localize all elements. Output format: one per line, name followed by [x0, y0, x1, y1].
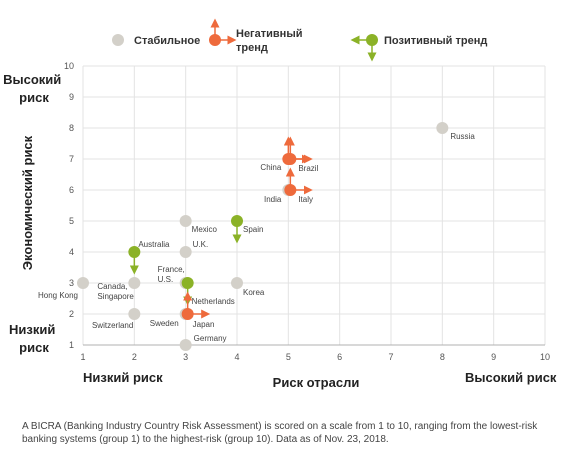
label-sweden: Sweden: [150, 319, 179, 328]
label-germany: Germany: [194, 334, 227, 343]
point-netherlands: [181, 277, 194, 289]
point-canada-singapore: [128, 277, 141, 289]
x-tick-label: 7: [388, 352, 393, 362]
chart-grid: [82, 65, 546, 346]
label-hong-kong: Hong Kong: [38, 291, 78, 300]
label-australia: Australia: [138, 240, 170, 249]
data-labels: Russia India Mexico U.K. Hong Kong Canada, Sin…: [38, 132, 475, 343]
data-points: [77, 122, 449, 351]
point-u-k: [179, 246, 192, 258]
x-tick-label: 3: [183, 352, 188, 362]
legend-positive-swatch: [350, 34, 378, 62]
footnote: A BICRA (Banking Industry Country Risk A…: [22, 421, 538, 445]
y-tick-label: 8: [69, 123, 74, 133]
label-russia: Russia: [450, 132, 475, 141]
x-axis-title: Риск отрасли: [273, 375, 360, 390]
x-tick-label: 10: [540, 352, 550, 362]
label-korea: Korea: [243, 288, 265, 297]
x-tick-label: 6: [337, 352, 342, 362]
label-china: China: [260, 163, 281, 172]
point-mexico: [179, 215, 192, 227]
bicra-scatter-chart: Стабильное Негативный тренд Позитивный т…: [3, 18, 557, 390]
y-tick-label: 10: [64, 61, 74, 71]
legend-negative-swatch: [209, 18, 237, 46]
point-russia: [436, 122, 449, 134]
point-spain: [231, 215, 243, 227]
x-tick-label: 2: [132, 352, 137, 362]
point-hong-kong: [77, 277, 89, 289]
x-tick-label: 9: [491, 352, 496, 362]
y-tick-label: 1: [69, 340, 74, 350]
x-low-label: Низкий риск: [83, 370, 163, 385]
x-tick-label: 1: [80, 352, 85, 362]
point-brazil: [284, 153, 297, 165]
point-switzerland: [128, 308, 141, 320]
point-korea: [231, 277, 243, 289]
y-tick-label: 6: [69, 185, 74, 195]
y-high-label: Высокий риск: [3, 72, 65, 105]
label-spain: Spain: [243, 225, 263, 234]
y-tick-label: 5: [69, 216, 74, 226]
y-tick-label: 4: [69, 247, 74, 257]
x-high-label: Высокий риск: [465, 370, 557, 385]
y-low-label: Низкий риск: [9, 322, 59, 355]
label-japan: Japan: [193, 320, 215, 329]
legend: Стабильное Негативный тренд Позитивный т…: [112, 18, 487, 62]
label-india: India: [264, 195, 282, 204]
point-australia: [128, 246, 141, 258]
x-tick-label: 5: [286, 352, 291, 362]
label-brazil: Brazil: [298, 164, 318, 173]
y-tick-label: 9: [69, 92, 74, 102]
legend-stable-swatch: [112, 34, 124, 46]
y-axis-title: Экономический риск: [20, 135, 35, 270]
label-mexico: Mexico: [192, 225, 218, 234]
point-germany: [179, 339, 192, 351]
legend-stable-label: Стабильное: [134, 35, 200, 47]
label-canada-singapore: Canada, Singapore: [97, 282, 134, 301]
legend-negative-label: Негативный тренд: [236, 28, 306, 54]
y-tick-label: 2: [69, 309, 74, 319]
label-italy: Italy: [298, 195, 313, 204]
y-tick-label: 3: [69, 278, 74, 288]
label-netherlands: Netherlands: [192, 297, 235, 306]
y-tick-label: 7: [69, 154, 74, 164]
label-france-u-s: France, U.S.: [158, 265, 185, 284]
tick-labels: 1 2 3 4 5 6 7 8 9 10 1 2 3 4 5 6 7 8 9 10: [64, 61, 550, 362]
x-tick-label: 4: [234, 352, 239, 362]
label-switzerland: Switzerland: [92, 321, 133, 330]
point-italy: [284, 184, 297, 196]
point-japan: [181, 308, 194, 320]
legend-positive-label: Позитивный тренд: [384, 35, 487, 47]
x-tick-label: 8: [440, 352, 445, 362]
label-u-k: U.K.: [193, 240, 209, 249]
